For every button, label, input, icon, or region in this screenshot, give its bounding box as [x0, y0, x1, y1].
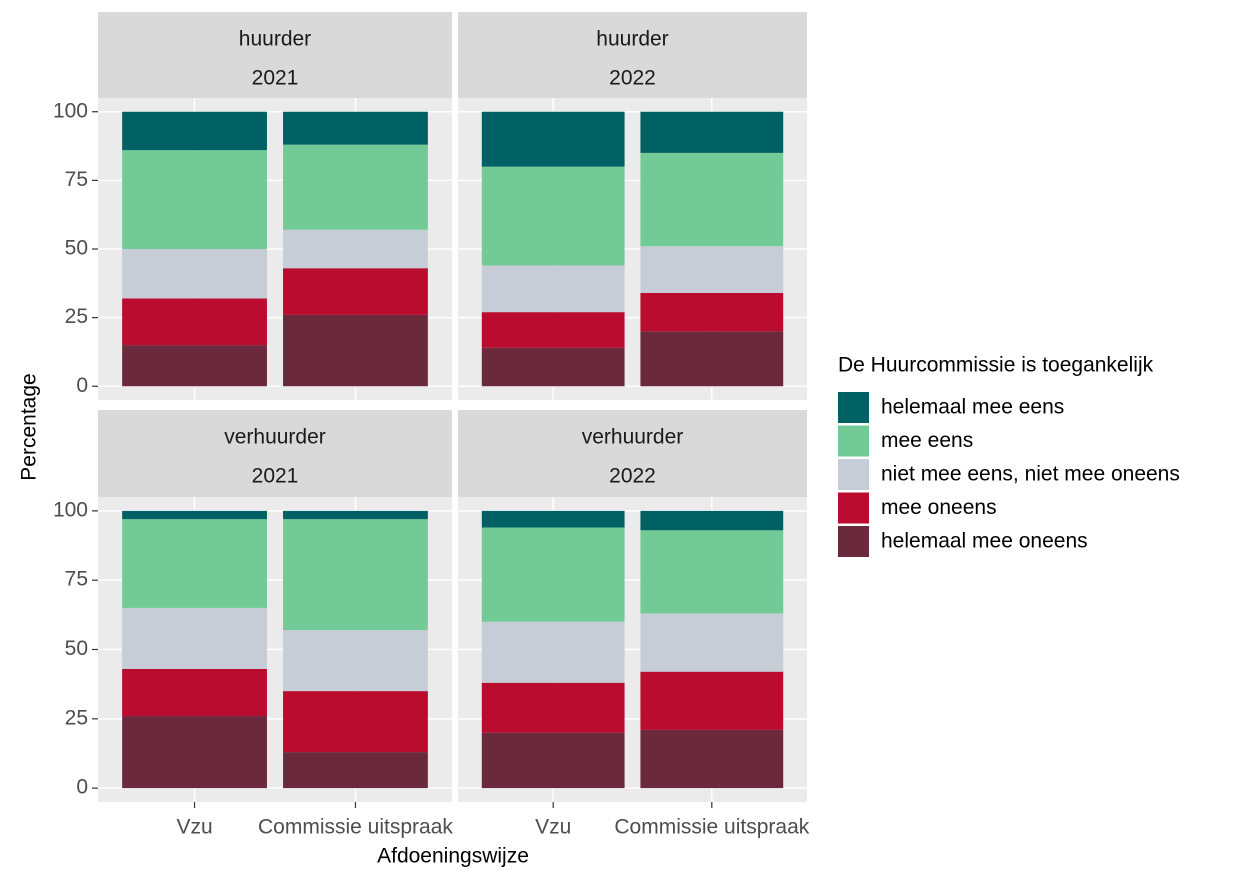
bar-segment [481, 265, 625, 313]
y-tick-label: 75 [65, 168, 88, 191]
bar-segment [640, 671, 784, 730]
bar-segment [283, 630, 428, 692]
y-tick-label: 75 [65, 568, 88, 591]
bar-segment [640, 331, 784, 387]
bar-segment [481, 166, 625, 266]
bar-segment [122, 668, 267, 717]
bar-segment [283, 144, 428, 230]
y-tick-label: 100 [53, 498, 88, 521]
bar-segment [640, 613, 784, 672]
bar-segment [283, 314, 428, 387]
y-tick-label: 50 [65, 237, 88, 260]
legend-label: mee oneens [881, 496, 997, 519]
bar-segment [640, 729, 784, 789]
bar-segment [122, 345, 267, 387]
bar-segment [481, 732, 625, 789]
bar-segment [481, 312, 625, 348]
x-tick-label: Vzu [176, 816, 212, 839]
y-tick-label: 25 [65, 305, 88, 328]
y-tick-label: 0 [76, 776, 88, 799]
y-tick-label: 25 [65, 706, 88, 729]
bar-segment [122, 249, 267, 299]
legend-title: De Huurcommissie is toegankelijk [838, 354, 1154, 377]
strip [98, 410, 452, 497]
strip-label: 2022 [609, 465, 656, 488]
bar-segment [122, 111, 267, 151]
legend-key [838, 459, 869, 490]
bar-segment [481, 527, 625, 622]
strip [458, 12, 807, 98]
bar-segment [283, 519, 428, 631]
bar-segment [283, 229, 428, 269]
bar-segment [122, 150, 267, 249]
strip-label: 2021 [252, 67, 299, 90]
bar-segment [640, 510, 784, 531]
legend-key [838, 425, 869, 457]
bar-segment [481, 347, 625, 387]
bar-segment [122, 519, 267, 608]
bar-segment [481, 111, 625, 167]
bar-segment [640, 246, 784, 293]
bar-segment [481, 682, 625, 733]
y-axis-title: Percentage [18, 373, 41, 480]
strip [458, 410, 807, 497]
bar-segment [283, 691, 428, 753]
x-tick-label: Commissie uitspraak [614, 816, 809, 839]
strip-label: huurder [239, 28, 311, 51]
legend-key [838, 392, 869, 423]
bar-segment [283, 111, 428, 145]
bar-segment [481, 510, 625, 528]
legend-label: niet mee eens, niet mee oneens [881, 463, 1180, 486]
bar-segment [640, 152, 784, 247]
x-axis-title: Afdoeningswijze [377, 845, 529, 868]
strip-label: huurder [596, 28, 668, 51]
x-tick-label: Commissie uitspraak [258, 816, 453, 839]
legend-key [838, 492, 869, 524]
bar-segment [283, 510, 428, 520]
bar-segment [640, 530, 784, 614]
bar-segment [640, 111, 784, 153]
legend-label: helemaal mee eens [881, 396, 1064, 419]
legend-label: mee eens [881, 429, 973, 452]
strip-label: 2022 [609, 67, 656, 90]
bar-segment [283, 268, 428, 315]
y-tick-label: 0 [76, 374, 88, 397]
strip-label: verhuurder [582, 426, 684, 449]
bar-segment [122, 716, 267, 789]
y-tick-label: 100 [53, 99, 88, 122]
strip-label: 2021 [252, 465, 299, 488]
bar-segment [283, 752, 428, 789]
y-tick-label: 50 [65, 637, 88, 660]
legend-key [838, 526, 869, 557]
x-tick-label: Vzu [535, 816, 571, 839]
bar-segment [640, 292, 784, 332]
strip-label: verhuurder [224, 426, 326, 449]
bar-segment [122, 607, 267, 669]
bar-segment [481, 621, 625, 683]
bar-segment [122, 298, 267, 346]
legend-label: helemaal mee oneens [881, 530, 1088, 553]
strip [98, 12, 452, 98]
bar-segment [122, 510, 267, 520]
